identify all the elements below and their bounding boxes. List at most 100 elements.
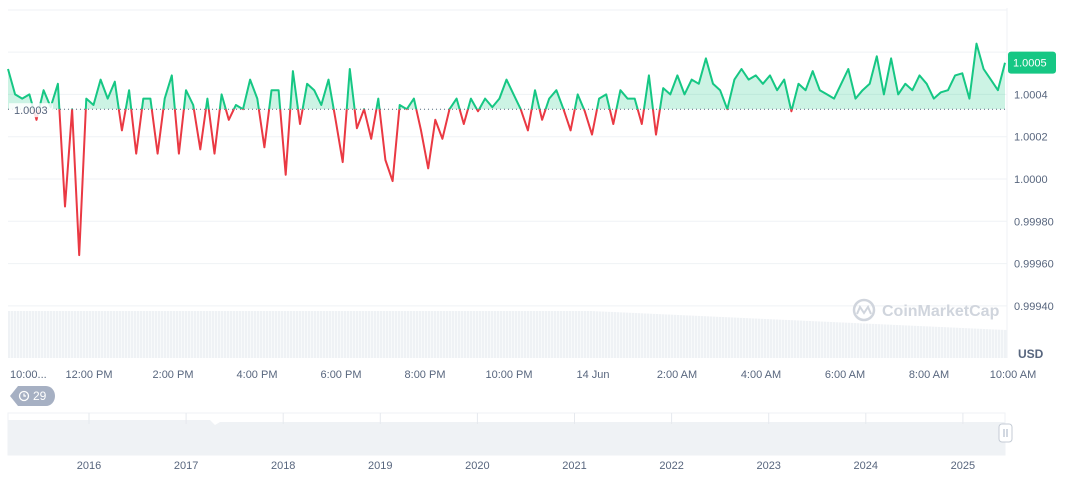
volume-bar	[611, 311, 614, 358]
volume-bar	[965, 328, 968, 358]
history-badge[interactable]: 29	[10, 386, 55, 406]
year-label: 2018	[271, 460, 295, 472]
volume-bar	[701, 316, 704, 358]
volume-bar	[632, 312, 635, 358]
volume-bar	[659, 314, 662, 358]
volume-bar	[971, 328, 974, 358]
year-label: 2021	[562, 460, 586, 472]
volume-bar	[89, 311, 92, 358]
volume-bar	[140, 311, 143, 358]
volume-bar	[332, 311, 335, 358]
volume-bar	[380, 311, 383, 358]
volume-bar	[458, 311, 461, 358]
range-navigator[interactable]	[7, 412, 1013, 456]
volume-bar	[752, 318, 755, 358]
volume-bar	[566, 311, 569, 358]
volume-bar	[944, 327, 947, 358]
volume-bar	[824, 321, 827, 358]
volume-bar	[365, 311, 368, 358]
volume-bar	[860, 323, 863, 358]
volume-bar	[98, 311, 101, 358]
svg-text:1.0005: 1.0005	[1013, 58, 1047, 70]
volume-bar	[974, 328, 977, 358]
volume-bar	[902, 325, 905, 358]
volume-bar	[476, 311, 479, 358]
grid-lines	[8, 9, 1007, 307]
volume-bar	[956, 327, 959, 358]
volume-bar	[698, 315, 701, 358]
volume-bar	[545, 311, 548, 358]
volume-bar	[17, 311, 20, 358]
volume-bar	[764, 318, 767, 358]
volume-bar	[524, 311, 527, 358]
volume-bar	[623, 312, 626, 358]
volume-bar	[962, 328, 965, 358]
volume-bar	[113, 311, 116, 358]
baseline-label: 1.0003	[9, 103, 53, 118]
x-tick-label: 10:00 PM	[485, 369, 532, 381]
volume-bar	[791, 320, 794, 358]
volume-bar	[758, 318, 761, 358]
volume-bar	[548, 311, 551, 358]
volume-bar	[449, 311, 452, 358]
volume-bar	[269, 311, 272, 358]
volume-bar	[215, 311, 218, 358]
x-tick-label: 8:00 PM	[405, 369, 446, 381]
volume-bar	[770, 319, 773, 358]
volume-bar	[170, 311, 173, 358]
volume-bar	[521, 311, 524, 358]
volume-bar	[74, 311, 77, 358]
volume-bar	[122, 311, 125, 358]
year-label: 2025	[951, 460, 975, 472]
volume-bar	[863, 323, 866, 358]
volume-bar	[551, 311, 554, 358]
volume-bar	[887, 324, 890, 358]
volume-bar	[194, 311, 197, 358]
volume-bar	[674, 314, 677, 358]
drag-handle-icon[interactable]	[998, 423, 1013, 443]
volume-bar	[881, 324, 884, 358]
x-tick-label: 2:00 PM	[153, 369, 194, 381]
volume-bar	[197, 311, 200, 358]
volume-bar	[425, 311, 428, 358]
volume-bar	[377, 311, 380, 358]
volume-bar	[71, 311, 74, 358]
volume-bar	[374, 311, 377, 358]
y-tick-label: 0.99940	[1014, 301, 1054, 313]
volume-bar	[26, 311, 29, 358]
volume-bar	[368, 311, 371, 358]
volume-bar	[263, 311, 266, 358]
volume-bar	[626, 312, 629, 358]
volume-bar	[641, 313, 644, 358]
volume-bar	[980, 328, 983, 358]
volume-bar	[608, 311, 611, 358]
volume-bar	[572, 311, 575, 358]
volume-bar	[986, 329, 989, 358]
volume-bar	[779, 319, 782, 358]
volume-bar	[212, 311, 215, 358]
volume-bar	[785, 319, 788, 358]
volume-bar	[14, 311, 17, 358]
volume-bar	[704, 316, 707, 358]
area-fill-up	[8, 43, 1005, 110]
volume-bar	[722, 317, 725, 358]
volume-bar	[392, 311, 395, 358]
volume-bar	[287, 311, 290, 358]
volume-bar	[386, 311, 389, 358]
currency-unit: USD	[1018, 347, 1044, 361]
volume-bar	[707, 316, 710, 358]
volume-bar	[416, 311, 419, 358]
volume-bar	[662, 314, 665, 358]
volume-bar	[506, 311, 509, 358]
volume-bar	[557, 311, 560, 358]
volume-bar	[428, 311, 431, 358]
volume-bar	[77, 311, 80, 358]
volume-bar	[293, 311, 296, 358]
x-tick-label: 6:00 AM	[825, 369, 865, 381]
volume-bar	[443, 311, 446, 358]
volume-bar	[926, 326, 929, 358]
volume-bar	[920, 326, 923, 358]
volume-bar	[599, 311, 602, 358]
volume-bar	[131, 311, 134, 358]
